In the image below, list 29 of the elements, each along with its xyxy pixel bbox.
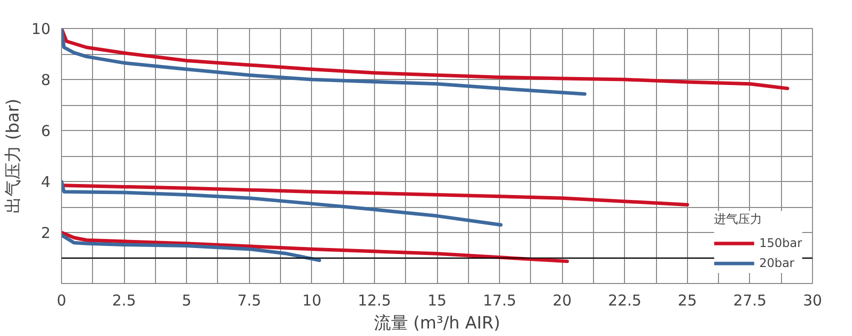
line-series bbox=[62, 230, 569, 264]
legend-label: 150bar bbox=[759, 236, 802, 250]
x-tick-label: 7.5 bbox=[237, 292, 262, 310]
x-tick-label: 15 bbox=[427, 292, 447, 310]
legend-label: 20bar bbox=[759, 256, 794, 270]
line-series bbox=[62, 184, 690, 206]
x-tick-label: 5 bbox=[182, 292, 192, 310]
line-series bbox=[62, 28, 790, 90]
y-tick-label: 8 bbox=[40, 71, 51, 89]
y-tick-label: 10 bbox=[31, 20, 51, 38]
line-series bbox=[62, 180, 503, 227]
x-tick-label: 20 bbox=[552, 292, 572, 310]
x-tick-label: 27.5 bbox=[733, 292, 767, 310]
x-tick-label: 30 bbox=[802, 292, 822, 310]
line-series bbox=[62, 233, 322, 262]
x-tick-label: 0 bbox=[56, 292, 66, 310]
legend-title: 进气压力 bbox=[714, 211, 764, 228]
x-axis-title: 流量 (m³/h AIR) bbox=[374, 314, 500, 334]
x-tick-label: 2.5 bbox=[112, 292, 136, 310]
x-tick-label: 10 bbox=[302, 292, 322, 310]
x-tick-label: 17.5 bbox=[482, 292, 516, 310]
y-tick-label: 4 bbox=[40, 173, 51, 191]
x-tick-label: 12.5 bbox=[358, 292, 392, 310]
x-tick-label: 22.5 bbox=[608, 292, 642, 310]
y-axis-title: 出气压力 (bar) bbox=[3, 98, 24, 214]
y-tick-label: 6 bbox=[40, 122, 51, 140]
line-series bbox=[62, 28, 586, 96]
x-tick-label: 25 bbox=[678, 292, 697, 310]
y-tick-label: 2 bbox=[40, 224, 51, 242]
